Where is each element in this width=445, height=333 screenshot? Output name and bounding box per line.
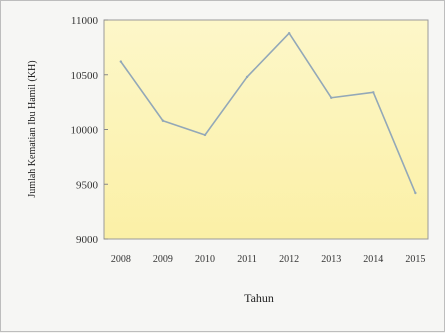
data-point <box>203 133 207 137</box>
plot-area <box>103 19 429 240</box>
y-tick-label: 10000 <box>71 125 99 137</box>
data-point <box>330 96 333 99</box>
data-point <box>161 119 165 122</box>
y-tick-label: 9500 <box>76 179 99 191</box>
x-axis: 2008 2009 2010 2011 2012 2013 2014 2015 <box>111 254 426 265</box>
data-point <box>372 91 375 94</box>
y-tick-label: 10500 <box>71 70 99 82</box>
x-tick-label: 2009 <box>153 254 173 265</box>
y-tick-label: 11000 <box>71 15 99 27</box>
x-tick-label: 2013 <box>321 254 341 265</box>
x-tick-label: 2014 <box>363 254 383 265</box>
y-axis: 9000 9500 10000 10500 11000 <box>71 15 108 246</box>
x-axis-label: Tahun <box>244 291 274 305</box>
y-axis-label: Jumlah Kematian Ibu Hamil (KH) <box>27 60 38 197</box>
data-point <box>119 60 123 63</box>
data-point <box>414 191 417 195</box>
x-tick-label: 2012 <box>279 254 299 265</box>
data-point <box>245 75 249 79</box>
x-tick-label: 2008 <box>111 254 131 265</box>
x-tick-label: 2010 <box>195 254 215 265</box>
y-tick-label: 9000 <box>76 234 99 246</box>
series-line <box>120 32 417 194</box>
x-tick-label: 2015 <box>405 254 425 265</box>
data-point <box>287 31 291 35</box>
series-lines <box>119 31 417 195</box>
x-tick-label: 2011 <box>237 254 257 265</box>
